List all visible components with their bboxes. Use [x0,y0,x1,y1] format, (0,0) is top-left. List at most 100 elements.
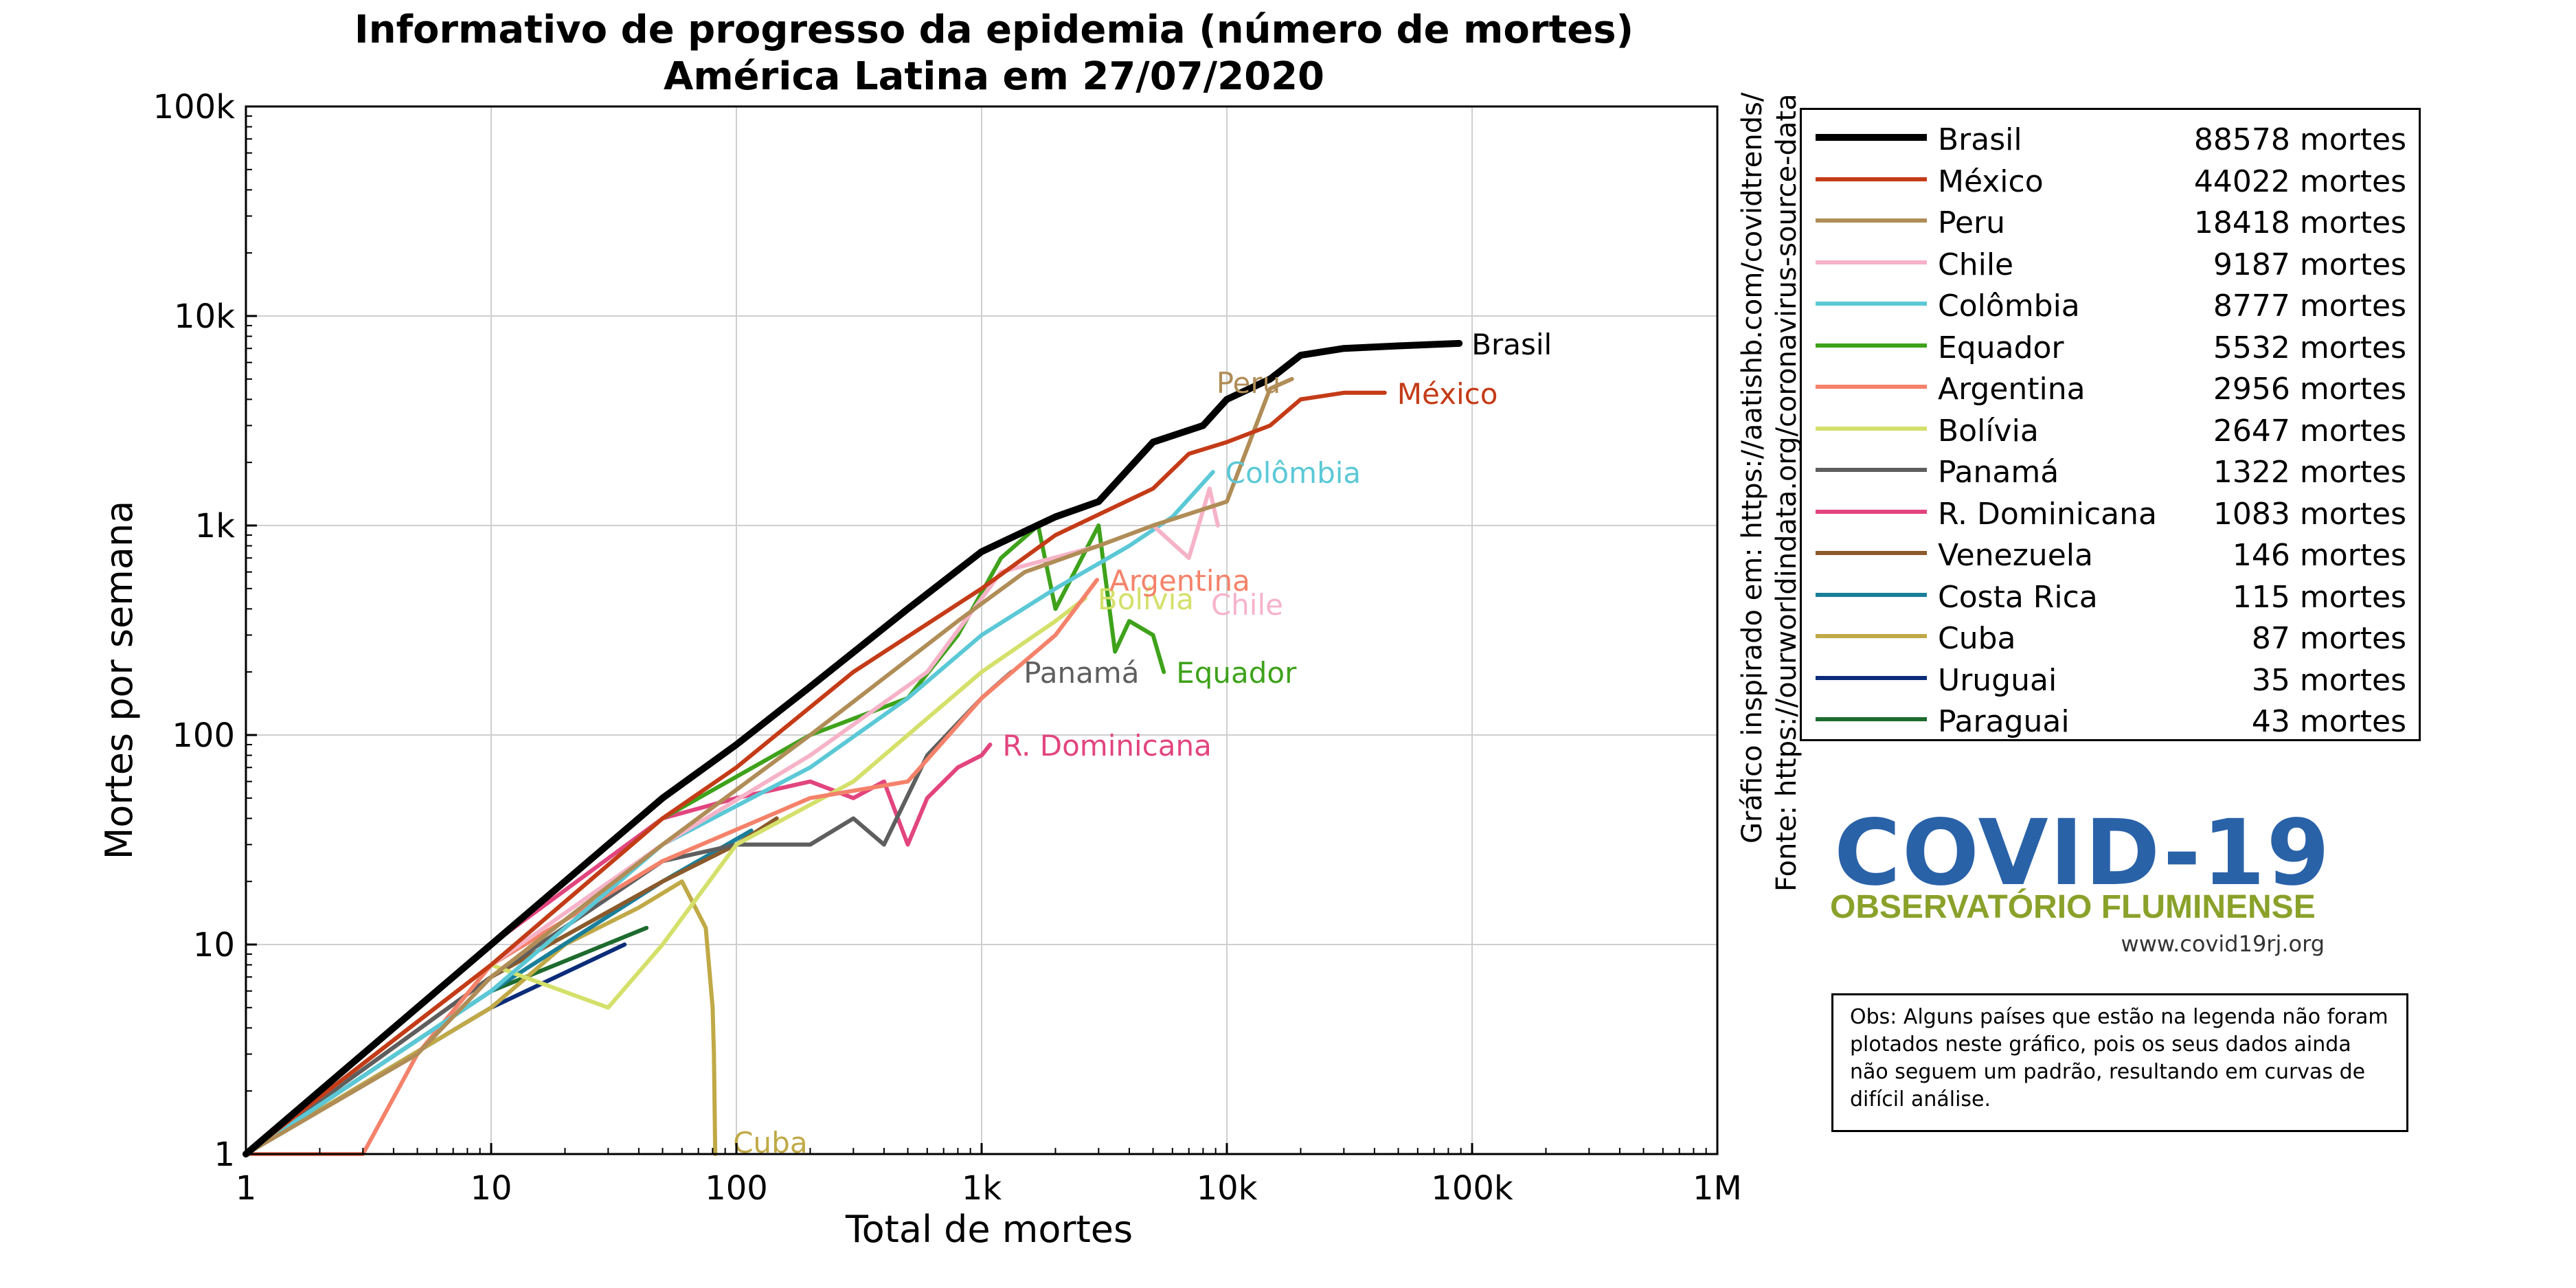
series-line-colombia [244,470,1215,1156]
source-credit-line-1: Gráfico inspirado em: https://aatishb.co… [1737,92,1768,844]
series-line-brasil [242,339,1463,1157]
legend-entry: México 44022 mortes [1802,159,2420,200]
series-line-chile [244,486,1220,1156]
series-line-venezuela [244,816,779,1156]
series-label-brasil: Brasil [1471,328,1552,361]
series-line-cuba [244,879,718,1156]
legend-death-total: 87 mortes [2251,621,2406,656]
y-tick-label: 1 [214,1136,235,1174]
legend-death-total: 43 mortes [2251,704,2406,739]
covid19-logo: COVID-19 OBSERVATÓRIO FLUMINENSE www.cov… [1827,800,2349,965]
legend-swatch [1816,260,1927,264]
legend-entry: Colômbia 8777 mortes [1802,283,2420,324]
series-lines [242,339,1463,1157]
legend-swatch [1816,551,1927,555]
series-label-equador: Equador [1176,656,1297,690]
legend-entry: Chile 9187 mortes [1802,242,2420,283]
x-tick-label: 10 [470,1169,512,1208]
legend-entry: Argentina 2956 mortes [1802,366,2420,407]
legend-swatch [1816,177,1927,181]
legend-entry: Venezuela 146 mortes [1802,532,2420,574]
legend-swatch [1816,218,1927,223]
legend-country-name: Chile [1938,247,2014,282]
series-label-peru: Peru [1217,366,1281,400]
legend-country-name: México [1938,163,2044,199]
legend: Brasil 88578 mortes México 44022 mortes Peru… [1800,108,2421,741]
legend-country-name: Uruguai [1938,662,2057,698]
legend-country-name: Paraguai [1938,704,2070,739]
legend-entry: Paraguai 43 mortes [1802,699,2420,740]
legend-entry: Equador 5532 mortes [1802,325,2420,366]
legend-country-name: Bolívia [1938,413,2039,449]
x-tick-label: 1M [1693,1169,1742,1208]
legend-swatch [1816,385,1927,389]
legend-swatch [1816,509,1927,514]
legend-swatch [1816,592,1927,597]
legend-country-name: Venezuela [1938,538,2093,573]
legend-swatch [1816,675,1927,680]
source-credit-line-2: Fonte: https://ourworldindata.org/corona… [1771,93,1803,892]
note-box: Obs: Alguns países que estão na legenda … [1831,993,2408,1132]
legend-country-name: Equador [1938,330,2064,365]
legend-country-name: Costa Rica [1938,579,2098,615]
legend-swatch [1816,343,1927,348]
series-label-panama: Panamá [1024,656,1139,690]
legend-death-total: 18418 mortes [2193,205,2406,240]
legend-country-name: Argentina [1938,372,2086,407]
x-tick-label: 1k [962,1169,1002,1208]
legend-death-total: 1083 mortes [2213,496,2406,532]
x-tick-label: 100k [1431,1169,1513,1208]
legend-entry: Bolívia 2647 mortes [1802,408,2420,449]
legend-country-name: Brasil [1938,122,2022,157]
legend-country-name: Peru [1938,205,2006,240]
series-label-r-dominicana: R. Dominicana [1002,729,1211,762]
legend-country-name: R. Dominicana [1938,496,2157,532]
y-tick-label: 100 [172,716,235,755]
y-tick-label: 100k [153,88,236,126]
legend-entry: Costa Rica 115 mortes [1802,574,2420,615]
legend-death-total: 9187 mortes [2213,247,2406,282]
legend-country-name: Colômbia [1938,289,2080,324]
logo-url: www.covid19rj.org [2121,931,2325,957]
y-axis-label: Mortes por semana [98,501,141,860]
legend-swatch [1816,134,1927,141]
series-label-argentina: Argentina [1109,564,1250,598]
legend-swatch [1816,717,1927,721]
legend-entry: Cuba 87 mortes [1802,615,2420,657]
axis-ticks: 1 10 100 1k 10k 100k 1M 1 10 100 1k 10k 100k [153,88,1742,1208]
legend-swatch [1816,634,1927,638]
legend-entry: Panamá 1322 mortes [1802,449,2420,490]
series-line-mexico [244,390,1387,1156]
logo-subtitle: OBSERVATÓRIO FLUMINENSE [1830,889,2316,925]
series-line-equador [244,523,1166,1156]
legend-death-total: 88578 mortes [2193,122,2406,157]
legend-country-name: Panamá [1938,455,2059,490]
legend-death-total: 44022 mortes [2193,163,2406,199]
legend-death-total: 2647 mortes [2213,413,2406,449]
x-tick-label: 10k [1197,1169,1258,1208]
x-axis-label: Total de mortes [845,1208,1133,1251]
legend-entry: Brasil 88578 mortes [1802,117,2420,158]
legend-swatch [1816,468,1927,472]
legend-death-total: 5532 mortes [2213,330,2406,365]
legend-death-total: 146 mortes [2232,538,2406,573]
series-label-bolivia: Bolívia [1098,583,1194,616]
legend-death-total: 115 mortes [2232,579,2406,615]
x-tick-label: 1 [236,1169,257,1208]
series-label-colombia: Colômbia [1225,456,1361,490]
logo-title: COVID-19 [1834,800,2331,906]
y-tick-label: 10k [174,297,235,336]
chart-subtitle: América Latina em 27/07/2020 [664,54,1324,99]
legend-swatch [1816,302,1927,306]
legend-death-total: 8777 mortes [2213,289,2406,324]
series-label-mexico: México [1397,377,1498,411]
legend-entry: Uruguai 35 mortes [1802,657,2420,699]
legend-entry: Peru 18418 mortes [1802,200,2420,241]
y-tick-label: 10 [193,926,235,964]
y-tick-label: 1k [195,507,236,545]
legend-death-total: 35 mortes [2251,662,2406,698]
legend-death-total: 2956 mortes [2213,372,2406,407]
legend-entry: R. Dominicana 1083 mortes [1802,491,2420,532]
series-line-bolivia [244,596,1087,1156]
